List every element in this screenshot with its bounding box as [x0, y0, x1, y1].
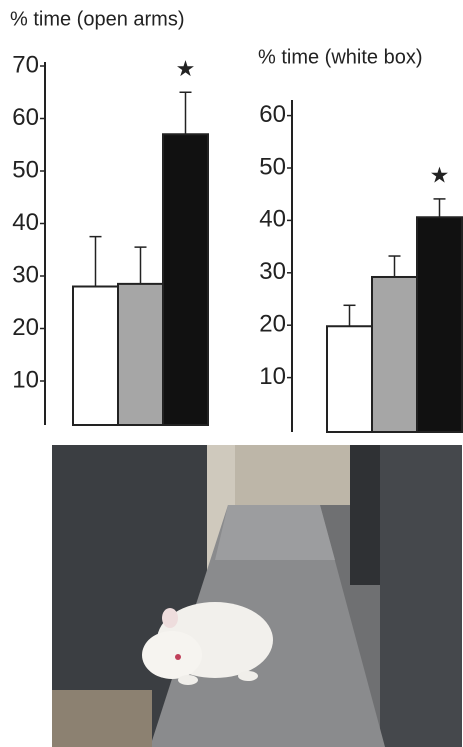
y-tick-label: 50 [259, 153, 286, 180]
bar [163, 134, 208, 425]
significance-star: ★ [176, 56, 196, 81]
y-tick-label: 20 [12, 314, 39, 341]
y-tick-label: 30 [259, 258, 286, 285]
y-tick-label: 40 [12, 209, 39, 236]
figure: % time (open arms) 10 20 30 40 50 60 70 ★ % time … [0, 0, 463, 747]
photo [52, 445, 462, 747]
y-tick-label: 10 [12, 366, 39, 393]
chart-title: % time (open arms) [10, 8, 185, 30]
bar [372, 277, 417, 432]
bar [118, 284, 163, 425]
bar [417, 217, 462, 432]
y-tick-label: 60 [259, 101, 286, 128]
y-tick-label: 20 [259, 311, 286, 338]
bar [73, 287, 118, 426]
y-tick-label: 50 [12, 156, 39, 183]
significance-star: ★ [430, 163, 450, 188]
y-tick-label: 10 [259, 363, 286, 390]
y-tick-label: 40 [259, 206, 286, 233]
y-tick-label: 30 [12, 261, 39, 288]
bar [327, 326, 372, 432]
y-tick-label: 60 [12, 104, 39, 131]
y-tick-label: 70 [12, 51, 39, 78]
chart-title: % time (white box) [258, 46, 423, 68]
page: % time (open arms) 10 20 30 40 50 60 70 ★ % time … [0, 0, 463, 747]
